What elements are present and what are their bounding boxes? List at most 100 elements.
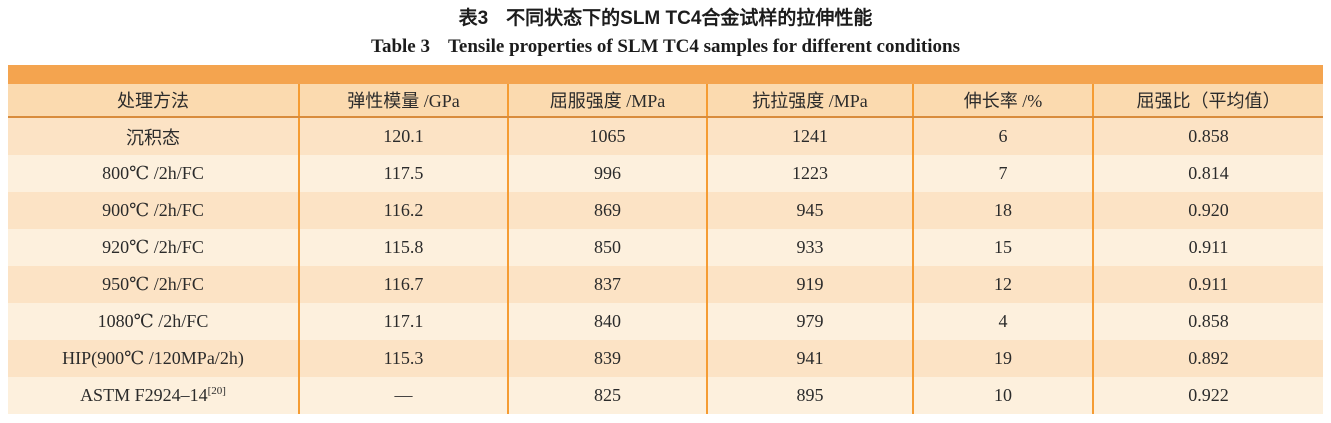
table-cell: 979 — [706, 303, 913, 340]
tensile-properties-table: 处理方法 弹性模量 /GPa 屈服强度 /MPa 抗拉强度 /MPa 伸长率 /… — [8, 84, 1323, 414]
cell-text: 15 — [994, 237, 1012, 257]
table-cell: 117.1 — [298, 303, 508, 340]
table-cell: 4 — [912, 303, 1093, 340]
table-cell: — — [298, 377, 508, 414]
table-captions: 表3 不同状态下的SLM TC4合金试样的拉伸性能 Table 3 Tensile … — [0, 0, 1331, 60]
table-cell: 1065 — [507, 117, 707, 155]
cell-text: 895 — [796, 385, 824, 405]
cell-text: 950℃ /2h/FC — [102, 274, 204, 294]
cell-text: 1241 — [792, 126, 828, 146]
column-header-label: 屈强比（平均值） — [1136, 91, 1281, 111]
cell-text: 1080℃ /2h/FC — [97, 311, 209, 331]
table-row: 900℃ /2h/FC 116.2 869 945 18 0.920 — [8, 192, 1323, 229]
table-cell: 0.858 — [1092, 117, 1323, 155]
table-cell: 10 — [912, 377, 1093, 414]
column-header-label: 抗拉强度 /MPa — [752, 91, 868, 111]
table-cell: 120.1 — [298, 117, 508, 155]
cell-text: 840 — [594, 311, 621, 331]
cell-text: ASTM F2924–14 — [80, 385, 208, 405]
table-cell: 919 — [706, 266, 913, 303]
table-caption-en: Table 3 Tensile properties of SLM TC4 sam… — [0, 33, 1331, 60]
table-cell: 115.3 — [298, 340, 508, 377]
cell-text: 0.911 — [1188, 237, 1229, 257]
column-header-yield-strength: 屈服强度 /MPa — [507, 84, 707, 118]
cell-text: 6 — [998, 126, 1008, 146]
table-cell: 839 — [507, 340, 707, 377]
cell-text: 1065 — [589, 126, 626, 146]
table-cell: 996 — [507, 155, 707, 192]
caption-zh-number: 表3 — [458, 8, 489, 29]
table-row: 920℃ /2h/FC 115.8 850 933 15 0.911 — [8, 229, 1323, 266]
cell-text: 900℃ /2h/FC — [102, 200, 204, 220]
cell-text: 18 — [994, 200, 1012, 220]
table-cell: 0.858 — [1092, 303, 1323, 340]
cell-text: 19 — [994, 348, 1012, 368]
caption-en-number: Table 3 — [371, 36, 430, 57]
column-header-label: 伸长率 /% — [963, 91, 1043, 111]
citation-superscript: [20] — [207, 385, 226, 397]
table-top-band — [8, 65, 1323, 84]
cell-text: 996 — [594, 163, 621, 183]
table-row: ASTM F2924–14[20] — 825 895 10 0.922 — [8, 377, 1323, 414]
header-row: 处理方法 弹性模量 /GPa 屈服强度 /MPa 抗拉强度 /MPa 伸长率 /… — [8, 84, 1323, 118]
table-cell: 15 — [912, 229, 1093, 266]
cell-text: 825 — [594, 385, 621, 405]
cell-text: 116.7 — [383, 274, 424, 294]
cell-text: 10 — [994, 385, 1012, 405]
cell-text: 0.814 — [1188, 163, 1229, 183]
cell-text: 120.1 — [383, 126, 424, 146]
paper-table-figure: 表3 不同状态下的SLM TC4合金试样的拉伸性能 Table 3 Tensile … — [0, 0, 1331, 414]
table-cell: 1223 — [706, 155, 913, 192]
cell-text: 1223 — [792, 163, 828, 183]
cell-text: 116.2 — [383, 200, 424, 220]
table-cell: 19 — [912, 340, 1093, 377]
column-header-elongation: 伸长率 /% — [912, 84, 1093, 118]
table-cell: 0.911 — [1092, 266, 1323, 303]
cell-method: 800℃ /2h/FC — [8, 155, 299, 192]
data-table: 处理方法 弹性模量 /GPa 屈服强度 /MPa 抗拉强度 /MPa 伸长率 /… — [8, 65, 1323, 414]
cell-text: 沉积态 — [126, 127, 180, 148]
cell-method: ASTM F2924–14[20] — [8, 377, 299, 414]
table-body: 沉积态 120.1 1065 1241 6 0.858 800℃ /2h/FC 117.5 99… — [8, 117, 1323, 414]
table-cell: 869 — [507, 192, 707, 229]
cell-text: 869 — [594, 200, 621, 220]
cell-method: 1080℃ /2h/FC — [8, 303, 299, 340]
table-cell: 945 — [706, 192, 913, 229]
cell-text: 12 — [994, 274, 1012, 294]
cell-text: 115.8 — [383, 237, 424, 257]
table-cell: 18 — [912, 192, 1093, 229]
cell-text: 839 — [594, 348, 621, 368]
column-header-label: 屈服强度 /MPa — [549, 91, 666, 111]
table-cell: 895 — [706, 377, 913, 414]
table-row: HIP(900℃ /120MPa/2h) 115.3 839 941 19 0.892 — [8, 340, 1323, 377]
cell-text: 0.858 — [1188, 126, 1229, 146]
cell-text: 941 — [796, 348, 824, 368]
cell-text: 850 — [594, 237, 621, 257]
table-cell: 0.814 — [1092, 155, 1323, 192]
cell-text: 979 — [796, 311, 824, 331]
cell-method: 920℃ /2h/FC — [8, 229, 299, 266]
cell-text: 4 — [998, 311, 1008, 331]
cell-text: HIP(900℃ /120MPa/2h) — [62, 348, 244, 368]
table-caption-zh: 表3 不同状态下的SLM TC4合金试样的拉伸性能 — [0, 5, 1331, 33]
column-header-label: 弹性模量 /GPa — [347, 91, 460, 111]
cell-method: HIP(900℃ /120MPa/2h) — [8, 340, 299, 377]
caption-zh-title: 不同状态下的SLM TC4合金试样的拉伸性能 — [506, 8, 873, 29]
table-row: 1080℃ /2h/FC 117.1 840 979 4 0.858 — [8, 303, 1323, 340]
cell-text: 0.922 — [1188, 385, 1229, 405]
cell-text: 933 — [796, 237, 824, 257]
table-cell: 6 — [912, 117, 1093, 155]
table-cell: 1241 — [706, 117, 913, 155]
table-cell: 116.7 — [298, 266, 508, 303]
cell-text: 115.3 — [383, 348, 424, 368]
table-cell: 825 — [507, 377, 707, 414]
table-cell: 840 — [507, 303, 707, 340]
column-header-elastic-modulus: 弹性模量 /GPa — [298, 84, 508, 118]
cell-text: 0.911 — [1188, 274, 1229, 294]
table-cell: 116.2 — [298, 192, 508, 229]
cell-method: 沉积态 — [8, 117, 299, 155]
table-row: 800℃ /2h/FC 117.5 996 1223 7 0.814 — [8, 155, 1323, 192]
caption-en-title: Tensile properties of SLM TC4 samples fo… — [448, 36, 960, 57]
cell-text: 920℃ /2h/FC — [102, 237, 204, 257]
cell-text: 7 — [998, 163, 1008, 183]
